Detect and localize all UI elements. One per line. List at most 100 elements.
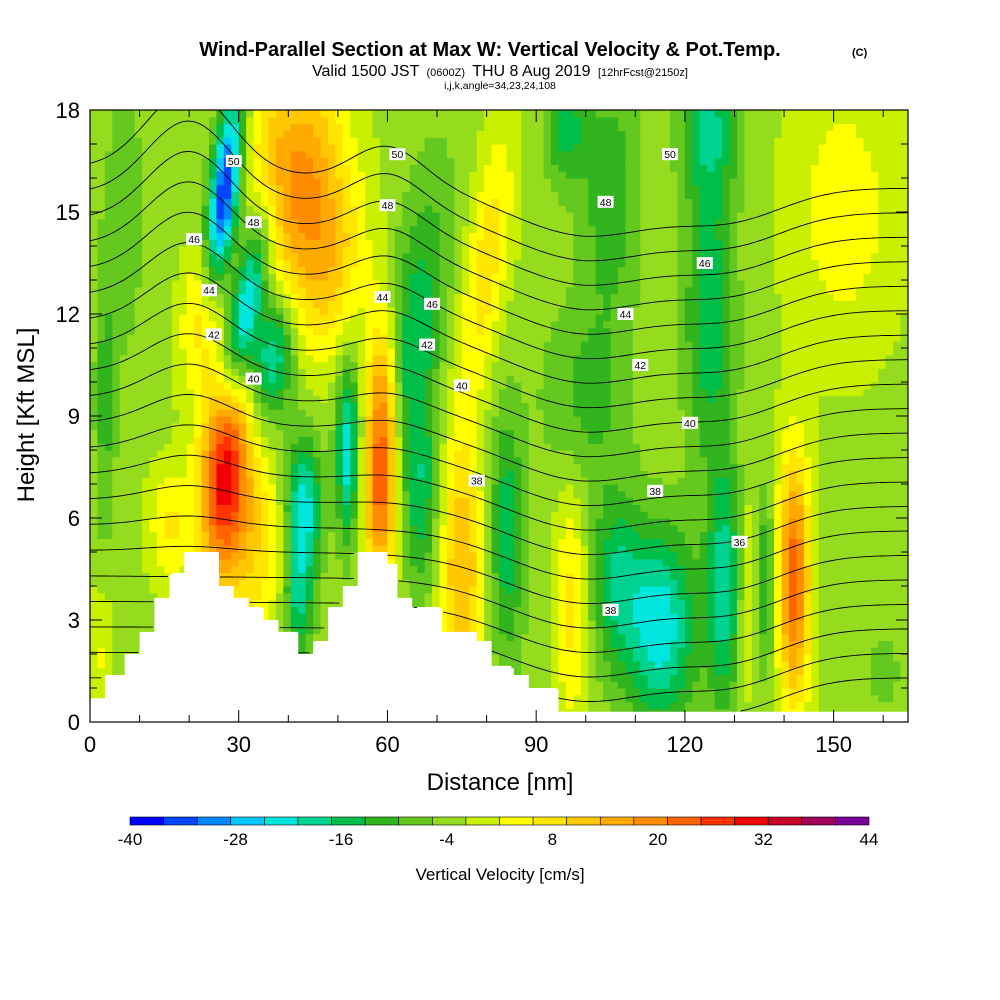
w-cell	[662, 599, 671, 607]
w-cell	[149, 395, 158, 403]
w-cell	[119, 375, 128, 383]
w-cell	[841, 552, 850, 560]
w-cell	[231, 538, 240, 546]
w-cell	[231, 477, 240, 485]
w-cell	[320, 558, 329, 567]
w-cell	[759, 654, 768, 662]
w-cell	[528, 552, 537, 560]
w-cell	[104, 511, 113, 519]
w-cell	[789, 592, 798, 601]
w-cell	[380, 504, 389, 512]
w-cell	[134, 422, 143, 431]
w-cell	[655, 463, 664, 471]
w-cell	[201, 545, 210, 553]
w-cell	[900, 640, 908, 648]
w-cell	[506, 429, 515, 437]
w-cell	[684, 667, 693, 675]
w-cell	[595, 572, 604, 580]
w-cell	[588, 660, 597, 669]
w-cell	[759, 572, 768, 580]
w-cell	[766, 531, 775, 539]
w-cell	[268, 613, 277, 621]
w-cell	[900, 463, 908, 471]
w-cell	[216, 558, 225, 567]
w-cell	[104, 409, 113, 417]
w-cell	[744, 429, 753, 437]
w-cell	[774, 395, 783, 403]
w-cell	[394, 382, 403, 390]
w-cell	[342, 382, 351, 390]
w-cell	[387, 477, 396, 485]
w-cell	[350, 354, 359, 363]
w-cell	[826, 654, 835, 662]
w-cell	[699, 456, 708, 465]
w-cell	[818, 579, 827, 587]
w-cell	[216, 348, 225, 356]
w-cell	[424, 402, 433, 410]
w-cell	[261, 382, 270, 390]
w-cell	[655, 586, 664, 594]
w-cell	[268, 450, 277, 458]
w-cell	[454, 368, 463, 376]
w-cell	[677, 450, 686, 458]
w-cell	[684, 368, 693, 376]
w-cell	[335, 382, 344, 390]
w-cell	[729, 429, 738, 437]
w-cell	[640, 667, 649, 675]
w-cell	[855, 552, 864, 560]
w-cell	[469, 592, 478, 601]
w-cell	[208, 524, 218, 533]
w-cell	[104, 524, 113, 533]
w-cell	[662, 368, 671, 376]
w-cell	[670, 640, 679, 648]
w-cell	[610, 450, 619, 458]
w-cell	[699, 558, 708, 567]
w-cell	[848, 477, 857, 485]
w-cell	[655, 545, 664, 553]
w-cell	[104, 456, 113, 465]
w-cell	[402, 524, 411, 533]
w-cell	[476, 484, 485, 492]
w-cell	[595, 497, 604, 505]
w-cell	[796, 436, 805, 444]
w-cell	[714, 558, 723, 567]
w-cell	[491, 395, 500, 403]
w-cell	[848, 511, 857, 519]
w-cell	[818, 524, 827, 533]
w-cell	[127, 620, 136, 628]
w-cell	[208, 348, 218, 356]
w-cell	[528, 524, 537, 533]
w-cell	[439, 497, 448, 505]
w-cell	[893, 660, 902, 669]
w-cell	[536, 484, 545, 492]
w-cell	[521, 518, 530, 526]
w-cell	[201, 382, 210, 390]
w-cell	[803, 422, 812, 431]
w-cell	[766, 354, 775, 363]
w-cell	[216, 375, 225, 383]
w-cell	[595, 674, 604, 682]
w-cell	[707, 620, 716, 628]
w-cell	[149, 429, 158, 437]
w-cell	[811, 538, 820, 546]
w-cell	[112, 545, 121, 553]
w-cell	[104, 626, 113, 635]
w-cell	[275, 443, 284, 451]
w-cell	[841, 681, 850, 689]
w-cell	[417, 484, 426, 492]
w-cell	[186, 524, 195, 533]
w-cell	[127, 633, 136, 641]
w-cell	[201, 524, 210, 533]
w-cell	[610, 667, 619, 675]
w-cell	[194, 368, 203, 376]
w-cell	[298, 456, 307, 465]
w-cell	[781, 450, 790, 458]
w-cell	[759, 647, 768, 655]
w-cell	[833, 511, 842, 519]
w-cell	[432, 586, 441, 594]
w-cell	[171, 416, 180, 424]
w-cell	[722, 375, 731, 383]
w-cell	[789, 694, 798, 703]
w-cell	[789, 558, 798, 567]
w-cell	[900, 443, 908, 451]
